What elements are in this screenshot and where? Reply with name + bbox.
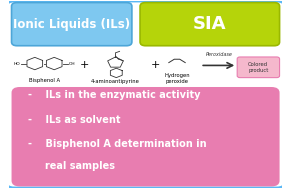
Text: OH: OH <box>69 62 75 66</box>
Text: -    ILs in the enzymatic activity: - ILs in the enzymatic activity <box>28 91 200 100</box>
Text: Peroxidase: Peroxidase <box>205 52 232 57</box>
FancyBboxPatch shape <box>237 57 280 78</box>
Text: real samples: real samples <box>28 161 115 171</box>
Text: HO: HO <box>14 62 20 66</box>
Text: SIA: SIA <box>193 15 227 33</box>
Text: 4-aminoantipyrine: 4-aminoantipyrine <box>91 79 140 84</box>
FancyBboxPatch shape <box>12 87 280 186</box>
Text: -    ILs as solvent: - ILs as solvent <box>28 115 121 125</box>
Text: Hydrogen
peroxide: Hydrogen peroxide <box>164 73 190 84</box>
Text: Colored
product: Colored product <box>248 62 269 73</box>
Text: Bisphenol A: Bisphenol A <box>29 78 60 83</box>
Text: +: + <box>151 60 160 70</box>
FancyBboxPatch shape <box>6 1 283 188</box>
Text: Ionic Liquids (ILs): Ionic Liquids (ILs) <box>13 18 130 31</box>
FancyBboxPatch shape <box>12 3 132 46</box>
Text: -    Bisphenol A determination in: - Bisphenol A determination in <box>28 139 207 149</box>
FancyBboxPatch shape <box>140 3 280 46</box>
Text: +: + <box>79 60 89 70</box>
